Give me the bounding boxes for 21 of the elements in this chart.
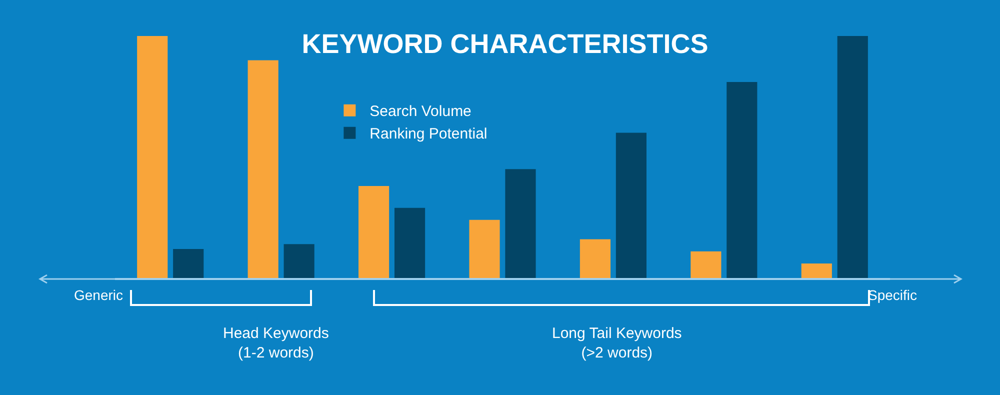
text: Head Keywords (1-2 words) xyxy=(223,325,329,362)
bar xyxy=(616,132,646,278)
bar xyxy=(505,169,536,278)
bar xyxy=(248,60,278,278)
bar xyxy=(358,186,390,278)
bar xyxy=(837,36,868,278)
bar xyxy=(580,239,611,278)
text: Generic xyxy=(74,287,124,303)
bar xyxy=(284,244,314,278)
bar xyxy=(173,248,204,278)
bar xyxy=(394,208,426,278)
bar xyxy=(690,251,722,278)
bar xyxy=(469,220,500,278)
legend-label: Search Volume xyxy=(370,103,472,120)
bar xyxy=(801,263,832,278)
legend-label: Ranking Potential xyxy=(370,126,488,143)
text: Long Tail Keywords (>2 words) xyxy=(552,325,682,362)
chart-title: KEYWORD CHARACTERISTICS xyxy=(302,28,708,59)
text: Specific xyxy=(868,287,918,303)
bar xyxy=(137,36,168,278)
bar xyxy=(726,82,758,278)
